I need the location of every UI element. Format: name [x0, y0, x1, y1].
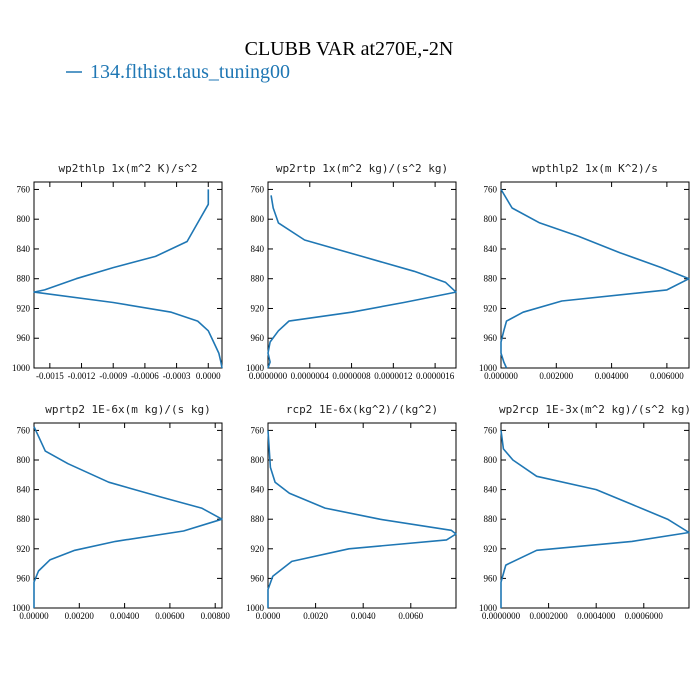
x-tick-label: 0.0020 — [303, 611, 328, 621]
x-tick-label: 0.0000000 — [482, 611, 521, 621]
y-tick-label: 880 — [251, 274, 265, 284]
y-tick-label: 960 — [251, 573, 265, 583]
y-tick-label: 800 — [17, 455, 31, 465]
legend: 134.flthist.taus_tuning00 — [66, 61, 290, 83]
y-tick-label: 880 — [484, 274, 498, 284]
series-line — [500, 188, 690, 369]
x-tick-label: -0.0003 — [163, 371, 191, 381]
y-tick-label: 760 — [17, 184, 31, 194]
y-tick-label: 840 — [251, 244, 265, 254]
x-tick-label: 0.00400 — [110, 611, 140, 621]
legend-label: 134.flthist.taus_tuning00 — [90, 61, 290, 83]
y-tick-label: 760 — [484, 425, 498, 435]
y-tick-label: 840 — [17, 244, 31, 254]
x-tick-label: 0.00200 — [65, 611, 95, 621]
y-tick-label: 840 — [484, 244, 498, 254]
y-tick-label: 800 — [251, 214, 265, 224]
plot-frame — [500, 181, 690, 369]
y-tick-label: 1000 — [12, 603, 31, 613]
figure-title: CLUBB VAR at270E,-2N — [245, 38, 454, 60]
x-tick-label: -0.0015 — [36, 371, 64, 381]
y-tick-label: 1000 — [12, 363, 31, 373]
x-tick-label: 0.0060 — [398, 611, 423, 621]
x-tick-label: 0.0006000 — [625, 611, 664, 621]
panel: wprtp2 1E-6x(m kg)/(s kg) 760 800 840 880 920… — [12, 403, 230, 621]
x-tick-label: 0.0000000 — [249, 371, 288, 381]
x-tick-label: 0.0000008 — [332, 371, 371, 381]
y-tick-label: 920 — [251, 303, 265, 313]
y-tick-label: 760 — [484, 184, 498, 194]
y-tick-label: 800 — [484, 214, 498, 224]
x-tick-label: 0.00600 — [155, 611, 185, 621]
x-tick-label: 0.00800 — [201, 611, 231, 621]
x-tick-label: 0.006000 — [650, 371, 684, 381]
x-tick-label: 0.004000 — [595, 371, 629, 381]
x-tick-label: 0.0004000 — [577, 611, 616, 621]
plot-frame — [267, 422, 457, 609]
panel: wp2thlp 1x(m^2 K)/s^2 760 800 840 880 920 960 1… — [12, 162, 223, 381]
x-tick-label: 0.0000016 — [416, 371, 455, 381]
y-tick-label: 800 — [251, 455, 265, 465]
plot-frame — [33, 181, 223, 369]
y-tick-label: 800 — [17, 214, 31, 224]
x-tick-label: -0.0009 — [99, 371, 127, 381]
panel: wp2rcp 1E-3x(m^2 kg)/(s^2 kg)760 800 840 88… — [479, 403, 691, 621]
x-tick-label: 0.0002000 — [529, 611, 568, 621]
x-tick-label: -0.0012 — [68, 371, 96, 381]
y-tick-label: 880 — [484, 514, 498, 524]
panel-title: wp2thlp 1x(m^2 K)/s^2 — [58, 162, 197, 175]
y-tick-label: 960 — [17, 333, 31, 343]
panel-title: wprtp2 1E-6x(m kg)/(s kg) — [45, 403, 211, 416]
x-tick-label: 0.0000 — [196, 371, 221, 381]
y-tick-label: 760 — [17, 425, 31, 435]
y-tick-label: 1000 — [479, 603, 498, 613]
x-tick-label: 0.0000004 — [291, 371, 330, 381]
y-tick-label: 960 — [484, 333, 498, 343]
plot-frame — [500, 422, 690, 609]
y-tick-label: 760 — [251, 425, 265, 435]
x-tick-label: 0.000000 — [484, 371, 518, 381]
series-line — [500, 430, 690, 608]
y-tick-label: 960 — [484, 573, 498, 583]
y-tick-label: 960 — [251, 333, 265, 343]
series-line — [267, 430, 457, 608]
y-tick-label: 840 — [251, 485, 265, 495]
series-line — [33, 426, 223, 608]
y-tick-label: 880 — [17, 514, 31, 524]
y-tick-label: 920 — [484, 303, 498, 313]
x-tick-label: 0.0040 — [351, 611, 376, 621]
y-tick-label: 880 — [251, 514, 265, 524]
x-tick-label: 0.00000 — [19, 611, 49, 621]
y-tick-label: 1000 — [246, 603, 265, 613]
panel: rcp2 1E-6x(kg^2)/(kg^2) 760 800 840 880 920 96… — [246, 403, 457, 621]
panel-title: wp2rcp 1E-3x(m^2 kg)/(s^2 kg) — [499, 403, 691, 416]
y-tick-label: 840 — [484, 485, 498, 495]
panel-title: rcp2 1E-6x(kg^2)/(kg^2) — [286, 403, 438, 416]
y-tick-label: 800 — [484, 455, 498, 465]
series-line — [33, 189, 223, 369]
panel-title: wp2rtp 1x(m^2 kg)/(s^2 kg) — [276, 162, 448, 175]
y-tick-label: 840 — [17, 485, 31, 495]
plot-frame — [267, 181, 457, 369]
series-line — [267, 195, 457, 369]
x-tick-label: 0.0000 — [256, 611, 281, 621]
x-tick-label: 0.002000 — [539, 371, 573, 381]
y-tick-label: 1000 — [479, 363, 498, 373]
panel: wpthlp2 1x(m K^2)/s 760 800 840 880 920 960 100… — [479, 162, 690, 381]
y-tick-label: 880 — [17, 274, 31, 284]
x-tick-label: -0.0006 — [131, 371, 159, 381]
y-tick-label: 920 — [17, 544, 31, 554]
plot-frame — [33, 422, 223, 609]
x-tick-label: 0.0000012 — [374, 371, 412, 381]
y-tick-label: 1000 — [246, 363, 265, 373]
y-tick-label: 760 — [251, 184, 265, 194]
y-tick-label: 960 — [17, 573, 31, 583]
y-tick-label: 920 — [484, 544, 498, 554]
panel-title: wpthlp2 1x(m K^2)/s — [532, 162, 658, 175]
panel: wp2rtp 1x(m^2 kg)/(s^2 kg) 760 800 840 880 92… — [246, 162, 457, 381]
y-tick-label: 920 — [17, 303, 31, 313]
panels: wp2thlp 1x(m^2 K)/s^2 760 800 840 880 920 960 1… — [12, 162, 691, 621]
y-tick-label: 920 — [251, 544, 265, 554]
